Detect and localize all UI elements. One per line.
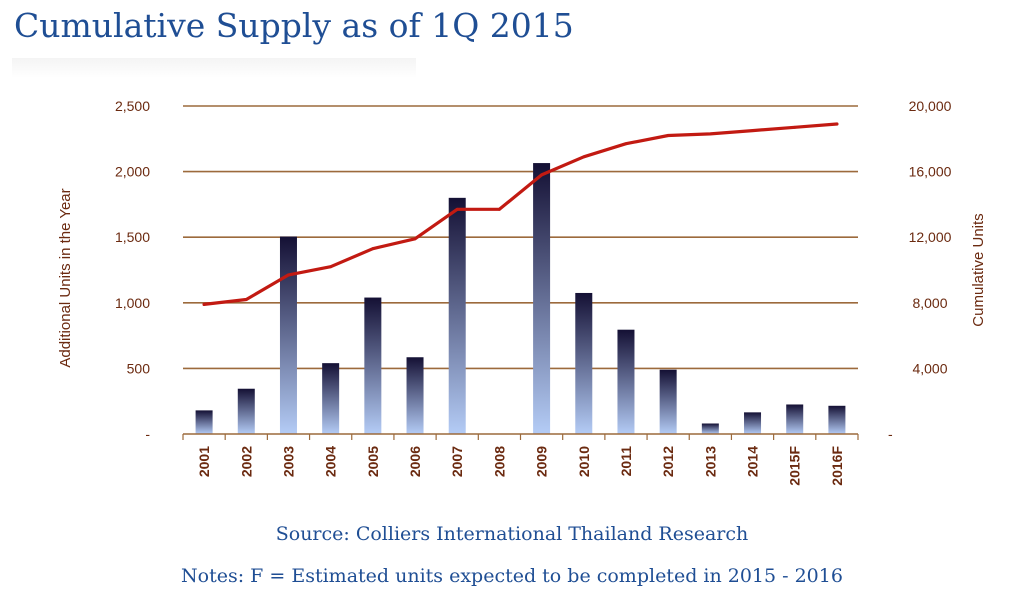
line-point-2006 bbox=[413, 237, 417, 241]
line-point-2014 bbox=[751, 129, 754, 133]
bar-2001 bbox=[195, 410, 213, 434]
line-point-2013 bbox=[708, 132, 712, 136]
x-axis-label-2007: 2007 bbox=[449, 446, 465, 477]
line-point-2010 bbox=[582, 155, 586, 159]
right-axis-tick-label: 16,000 bbox=[909, 164, 952, 180]
x-axis-label-2003: 2003 bbox=[280, 446, 296, 477]
left-axis-tick-label: 1,500 bbox=[115, 229, 150, 245]
bar-2009 bbox=[533, 163, 551, 434]
bar-series bbox=[195, 163, 846, 434]
footnote: Notes: F = Estimated units expected to b… bbox=[181, 565, 843, 587]
x-axis-label-2010: 2010 bbox=[576, 446, 592, 477]
line-point-2001 bbox=[202, 303, 206, 306]
right-axis-tick-label: - bbox=[888, 426, 893, 442]
right-axis-tick-label: 8,000 bbox=[912, 295, 947, 311]
source-note: Source: Colliers International Thailand … bbox=[275, 523, 749, 545]
x-axis-label-2009: 2009 bbox=[534, 446, 550, 477]
right-axis-tick-label: 20,000 bbox=[909, 98, 952, 114]
line-point-2007 bbox=[455, 207, 459, 211]
line-point-2004 bbox=[329, 265, 333, 269]
left-axis-tick-label: 500 bbox=[127, 360, 151, 376]
x-axis-label-2005: 2005 bbox=[365, 446, 381, 477]
x-axis-label-2013: 2013 bbox=[702, 446, 718, 477]
x-axis-label-2015F: 2015F bbox=[787, 446, 803, 486]
x-axis-label-2004: 2004 bbox=[323, 446, 339, 477]
bar-2007 bbox=[448, 197, 466, 434]
x-axis-label-2008: 2008 bbox=[491, 446, 507, 477]
bar-2003 bbox=[279, 236, 297, 434]
left-axis-tick-label: 1,000 bbox=[115, 295, 150, 311]
bar-2010 bbox=[575, 292, 593, 434]
left-axis-title: Additional Units in the Year bbox=[57, 188, 74, 367]
left-axis-tick-label: 2,500 bbox=[115, 98, 150, 114]
bar-2016F bbox=[828, 405, 846, 434]
bar-2011 bbox=[617, 329, 635, 434]
line-point-2005 bbox=[371, 247, 375, 251]
left-axis-tick-label: 2,000 bbox=[115, 164, 150, 180]
bar-2012 bbox=[659, 369, 677, 434]
cumulative-units-line bbox=[202, 122, 839, 306]
right-axis-title: Cumulative Units bbox=[970, 213, 987, 326]
tick-labels: - 500 1,000 1,500 2,000 2,500 - 4,000 8,000 12,00… bbox=[57, 98, 987, 486]
line-point-2016F bbox=[835, 122, 839, 126]
bar-2006 bbox=[406, 357, 424, 434]
line-point-2008 bbox=[498, 207, 501, 211]
bar-2014 bbox=[744, 412, 762, 434]
line-series bbox=[202, 122, 839, 306]
chart-title: Cumulative Supply as of 1Q 2015 bbox=[14, 6, 574, 45]
bar-2013 bbox=[701, 423, 719, 434]
line-point-2011 bbox=[624, 142, 628, 146]
x-axis-label-2014: 2014 bbox=[745, 446, 761, 477]
line-point-2012 bbox=[666, 134, 670, 137]
right-axis-tick-label: 12,000 bbox=[909, 229, 952, 245]
title-underline-decoration bbox=[12, 58, 416, 78]
axes bbox=[182, 433, 859, 440]
x-axis-label-2011: 2011 bbox=[618, 446, 634, 477]
line-point-2002 bbox=[244, 298, 248, 301]
x-axis-label-2016F: 2016F bbox=[829, 446, 845, 486]
x-axis-label-2002: 2002 bbox=[238, 446, 254, 477]
x-axis-label-2001: 2001 bbox=[196, 446, 212, 477]
left-axis-tick-label: - bbox=[145, 426, 150, 442]
bar-2005 bbox=[364, 297, 382, 434]
x-axis-label-2006: 2006 bbox=[407, 446, 423, 477]
line-point-2015F bbox=[793, 125, 797, 129]
bar-2002 bbox=[237, 388, 255, 434]
bar-2015F bbox=[786, 404, 804, 434]
bar-2004 bbox=[322, 363, 340, 434]
x-axis-label-2012: 2012 bbox=[660, 446, 676, 477]
line-point-2009 bbox=[540, 173, 543, 177]
right-axis-tick-label: 4,000 bbox=[912, 360, 947, 376]
line-point-2003 bbox=[287, 273, 290, 277]
